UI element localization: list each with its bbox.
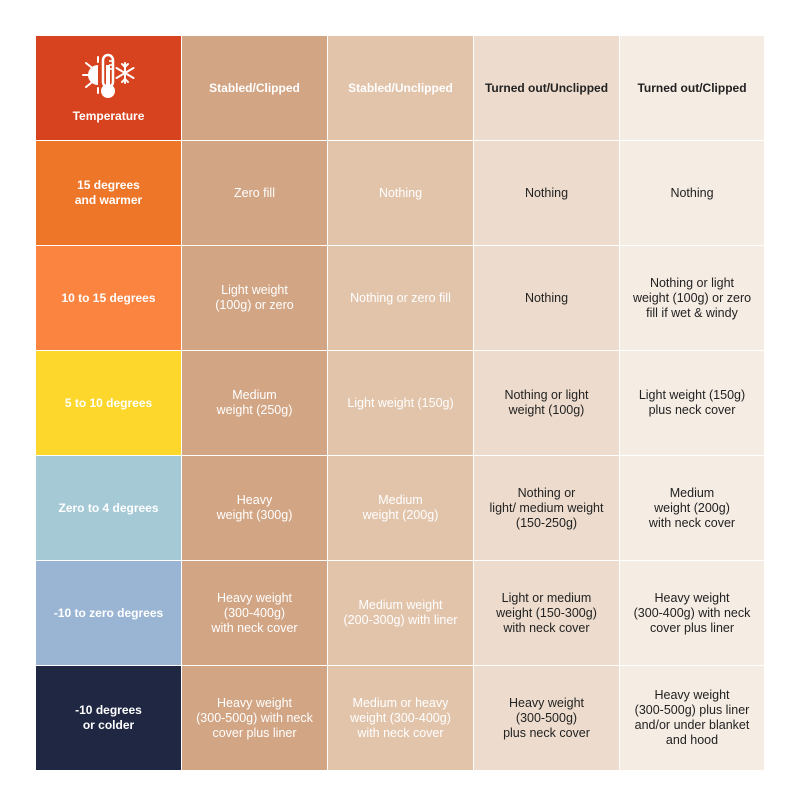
table-cell: Nothing [474, 141, 619, 245]
column-header-turned-out-clipped: Turned out/Clipped [620, 36, 764, 140]
temperature-label: Temperature [72, 108, 145, 123]
row-header-zero-to-4: Zero to 4 degrees [36, 456, 181, 560]
row-header-minus-10-or-colder: -10 degrees or colder [36, 666, 181, 770]
rug-guide-table: Temperature Stabled/Clipped Stabled/Uncl… [36, 36, 764, 770]
table-cell: Medium weight (250g) [182, 351, 327, 455]
table-cell: Heavy weight (300-500g) with neck cover … [182, 666, 327, 770]
table-cell: Nothing or light/ medium weight (150-250… [474, 456, 619, 560]
temperature-header: Temperature [36, 36, 181, 140]
table-cell: Nothing [474, 246, 619, 350]
row-header-10-to-15: 10 to 15 degrees [36, 246, 181, 350]
table-cell: Medium weight (200g) [328, 456, 473, 560]
table-cell: Nothing or light weight (100g) [474, 351, 619, 455]
table-cell: Light weight (100g) or zero [182, 246, 327, 350]
row-header-15-and-warmer: 15 degrees and warmer [36, 141, 181, 245]
column-header-turned-out-unclipped: Turned out/Unclipped [474, 36, 619, 140]
table-cell: Heavy weight (300g) [182, 456, 327, 560]
row-header-minus-10-to-zero: -10 to zero degrees [36, 561, 181, 665]
table-cell: Zero fill [182, 141, 327, 245]
row-header-5-to-10: 5 to 10 degrees [36, 351, 181, 455]
table-cell: Heavy weight (300-400g) with neck cover [182, 561, 327, 665]
table-cell: Heavy weight (300-400g) with neck cover … [620, 561, 764, 665]
table-cell: Nothing or light weight (100g) or zero f… [620, 246, 764, 350]
table-cell: Nothing [620, 141, 764, 245]
table-cell: Medium weight (200-300g) with liner [328, 561, 473, 665]
table-cell: Nothing [328, 141, 473, 245]
table-cell: Light weight (150g) [328, 351, 473, 455]
column-header-stabled-unclipped: Stabled/Unclipped [328, 36, 473, 140]
table-cell: Nothing or zero fill [328, 246, 473, 350]
table-cell: Light or medium weight (150-300g) with n… [474, 561, 619, 665]
table-cell: Heavy weight (300-500g) plus liner and/o… [620, 666, 764, 770]
column-header-stabled-clipped: Stabled/Clipped [182, 36, 327, 140]
table-cell: Medium or heavy weight (300-400g) with n… [328, 666, 473, 770]
table-cell: Heavy weight (300-500g) plus neck cover [474, 666, 619, 770]
table-cell: Light weight (150g) plus neck cover [620, 351, 764, 455]
table-cell: Medium weight (200g) with neck cover [620, 456, 764, 560]
thermometer-sun-snowflake-icon [81, 53, 134, 98]
